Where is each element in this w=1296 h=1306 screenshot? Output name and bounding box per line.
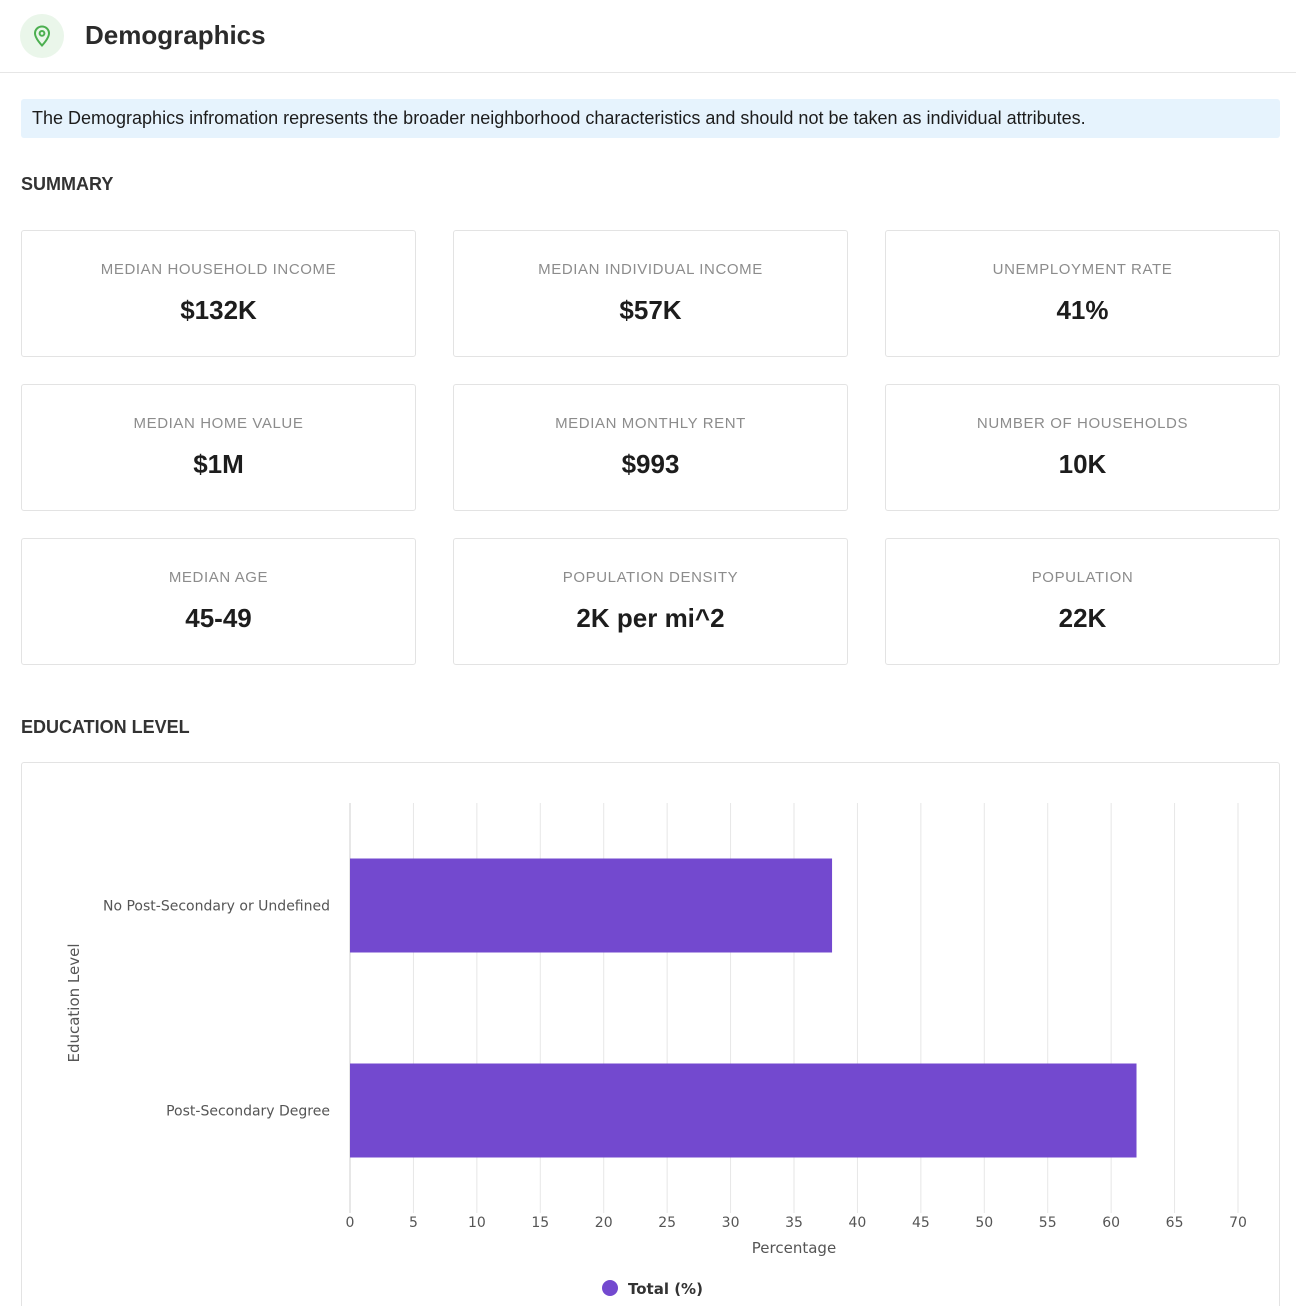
stat-label: MEDIAN HOME VALUE (133, 415, 304, 432)
bar[interactable] (350, 1063, 1137, 1158)
stat-value: 41% (1056, 295, 1109, 325)
x-tick-label: 25 (658, 1215, 676, 1231)
x-tick-label: 15 (531, 1215, 549, 1231)
stat-label: UNEMPLOYMENT RATE (992, 261, 1173, 278)
page-title: Demographics (85, 20, 266, 50)
y-axis-title: Education Level (65, 943, 83, 1062)
stat-value: $57K (619, 295, 682, 325)
stat-card-number-of-households: NUMBER OF HOUSEHOLDS 10K (885, 384, 1280, 511)
legend-label: Total (%) (628, 1280, 703, 1298)
stat-value: $1M (193, 449, 244, 479)
x-tick-label: 35 (785, 1215, 803, 1231)
legend-swatch (602, 1280, 618, 1296)
stat-card-population: POPULATION 22K (885, 538, 1280, 665)
map-pin-icon (20, 14, 64, 58)
stat-label: MEDIAN AGE (168, 569, 269, 586)
stat-label: POPULATION DENSITY (562, 569, 739, 586)
x-tick-label: 45 (912, 1215, 930, 1231)
x-tick-label: 55 (1039, 1215, 1057, 1231)
education-bar-chart: 0 5 10 15 20 25 30 35 40 45 50 55 60 65 70 No Post-Sec… (65, 803, 1247, 1298)
y-category-label: Post-Secondary Degree (166, 1104, 330, 1120)
stat-label: NUMBER OF HOUSEHOLDS (976, 415, 1189, 432)
page-header: Demographics (0, 0, 1296, 73)
stat-card-median-monthly-rent: MEDIAN MONTHLY RENT $993 (453, 384, 848, 511)
stat-label: MEDIAN INDIVIDUAL INCOME (538, 261, 763, 278)
stat-value: 45-49 (185, 603, 252, 633)
stat-card-median-age: MEDIAN AGE 45-49 (21, 538, 416, 665)
chart-legend[interactable]: Total (%) (602, 1280, 703, 1298)
education-chart-panel: 0 5 10 15 20 25 30 35 40 45 50 55 60 65 70 No Post-Sec… (21, 762, 1280, 1306)
x-tick-label: 30 (722, 1215, 740, 1231)
x-tick-label: 60 (1102, 1215, 1120, 1231)
stat-card-median-household-income: MEDIAN HOUSEHOLD INCOME $132K (21, 230, 416, 357)
info-notice: The Demographics infromation represents … (21, 99, 1280, 138)
x-tick-label: 65 (1166, 1215, 1184, 1231)
stat-value: 10K (1058, 449, 1107, 479)
stat-card-median-home-value: MEDIAN HOME VALUE $1M (21, 384, 416, 511)
x-axis-title: Percentage (752, 1239, 836, 1257)
stat-value: $132K (180, 295, 257, 325)
stat-value: 22K (1058, 603, 1107, 633)
x-tick-label: 20 (595, 1215, 613, 1231)
stat-value: 2K per mi^2 (576, 603, 725, 633)
bar[interactable] (350, 858, 833, 953)
x-tick-label: 70 (1229, 1215, 1247, 1231)
y-category-label: No Post-Secondary or Undefined (103, 899, 330, 915)
x-tick-label: 10 (468, 1215, 486, 1231)
education-section-title: EDUCATION LEVEL (21, 717, 190, 737)
stat-label: MEDIAN MONTHLY RENT (555, 415, 746, 432)
stat-card-population-density: POPULATION DENSITY 2K per mi^2 (453, 538, 848, 665)
stat-card-median-individual-income: MEDIAN INDIVIDUAL INCOME $57K (453, 230, 848, 357)
stat-card-unemployment-rate: UNEMPLOYMENT RATE 41% (885, 230, 1280, 357)
stat-value: $993 (621, 449, 680, 479)
x-tick-label: 40 (849, 1215, 867, 1231)
stat-label: MEDIAN HOUSEHOLD INCOME (100, 261, 337, 278)
x-tick-label: 0 (346, 1215, 355, 1231)
summary-section-title: SUMMARY (21, 174, 114, 194)
x-tick-label: 50 (975, 1215, 993, 1231)
stat-label: POPULATION (1031, 569, 1134, 586)
x-tick-label: 5 (409, 1215, 418, 1231)
